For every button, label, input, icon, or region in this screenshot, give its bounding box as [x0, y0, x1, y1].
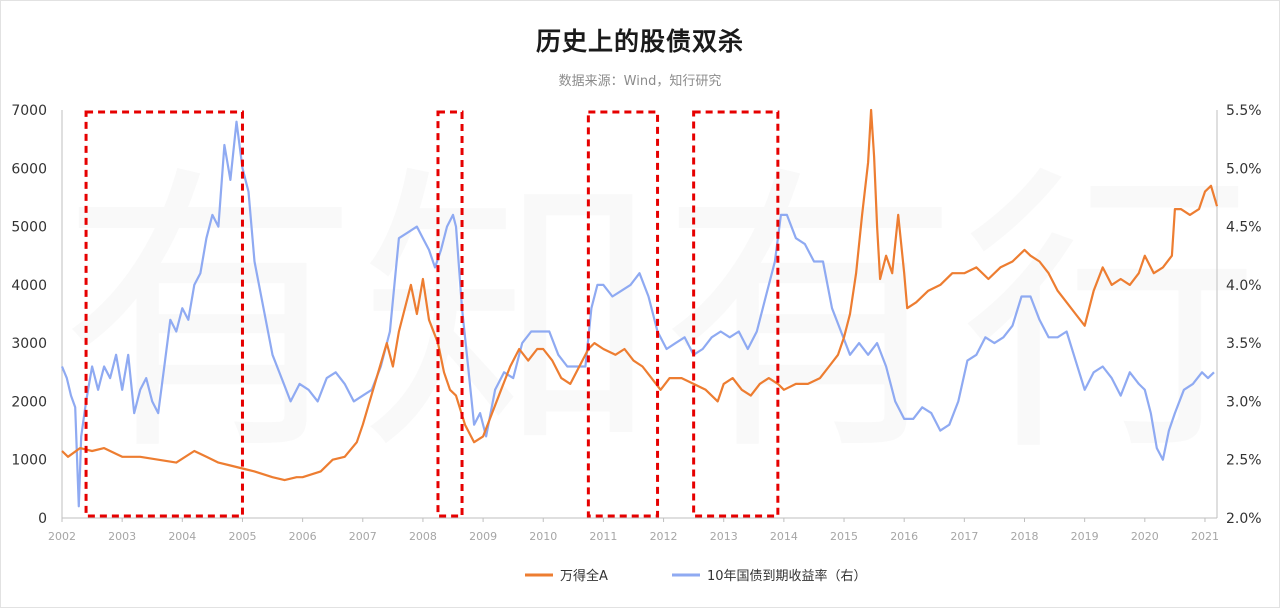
x-tick-label: 2010 [529, 530, 557, 543]
y-left-tick-label: 7000 [11, 103, 47, 119]
x-tick-label: 2012 [650, 530, 678, 543]
highlight-box [436, 110, 464, 518]
x-tick-label: 2005 [228, 530, 256, 543]
chart-subtitle: 数据来源：Wind，知行研究 [558, 74, 722, 89]
series-line-equity [61, 108, 1219, 482]
x-tick-label: 2014 [770, 530, 798, 543]
highlight-box [586, 110, 660, 518]
series-layer [60, 108, 1219, 508]
x-tick-label: 2020 [1131, 530, 1159, 543]
y-left-tick-label: 4000 [11, 278, 47, 294]
y-left-tick-label: 0 [38, 511, 47, 527]
x-tick-label: 2018 [1011, 530, 1039, 543]
x-tick-label: 2019 [1071, 530, 1099, 543]
x-tick-label: 2007 [349, 530, 377, 543]
x-tick-label: 2016 [890, 530, 918, 543]
x-tick-label: 2021 [1191, 530, 1219, 543]
y-left-tick-label: 5000 [11, 220, 47, 236]
x-tick-label: 2008 [409, 530, 437, 543]
y-right-tick-label: 2.5% [1226, 453, 1262, 469]
highlight-layer [84, 110, 780, 518]
x-tick-label: 2017 [950, 530, 978, 543]
x-tick-label: 2013 [710, 530, 738, 543]
legend-label-bond-yield: 10年国债到期收益率（右） [707, 568, 867, 584]
highlight-box [84, 110, 244, 518]
legend: 万得全A 10年国债到期收益率（右） [525, 568, 867, 584]
series-line-bond-yield [60, 120, 1215, 508]
y-left-tick-label: 1000 [11, 453, 47, 469]
legend-label-equity: 万得全A [560, 568, 608, 584]
y-right-tick-label: 3.5% [1226, 336, 1262, 352]
x-tick-label: 2011 [589, 530, 617, 543]
axis-layer: 0 1000 2000 3000 4000 5000 6000 7000 2.0% 2.5% 3.0… [11, 103, 1261, 543]
x-tick-label: 2004 [168, 530, 196, 543]
highlight-box [692, 110, 780, 518]
y-right-tick-label: 2.0% [1226, 511, 1262, 527]
y-right-tick-label: 5.5% [1226, 103, 1262, 119]
y-right-tick-label: 5.0% [1226, 161, 1262, 177]
x-tick-label: 2006 [289, 530, 317, 543]
x-tick-label: 2015 [830, 530, 858, 543]
y-left-tick-label: 3000 [11, 336, 47, 352]
y-right-tick-label: 4.5% [1226, 220, 1262, 236]
y-right-tick-label: 3.0% [1226, 394, 1262, 410]
chart-title: 历史上的股债双杀 [535, 27, 744, 56]
x-tick-label: 2002 [48, 530, 76, 543]
x-tick-label: 2009 [469, 530, 497, 543]
x-tick-label: 2003 [108, 530, 136, 543]
y-left-tick-label: 6000 [11, 161, 47, 177]
y-right-tick-label: 4.0% [1226, 278, 1262, 294]
y-left-tick-label: 2000 [11, 394, 47, 410]
watermark: 有知有行 [60, 142, 1260, 491]
